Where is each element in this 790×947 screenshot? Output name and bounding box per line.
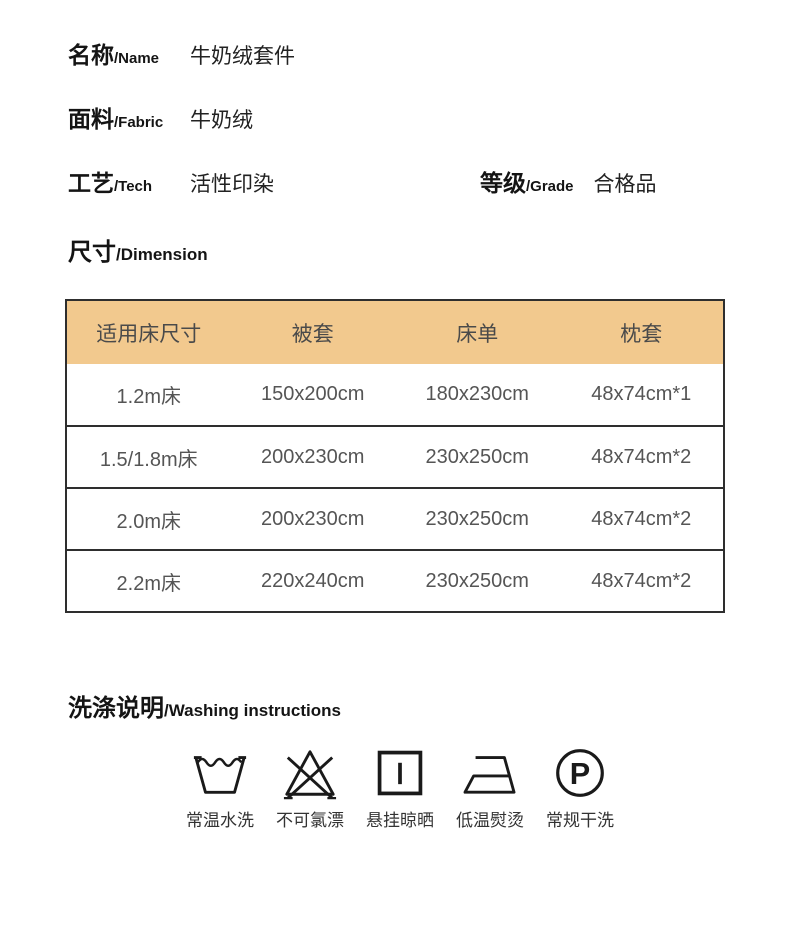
- spec-value-grade: 合格品: [593, 173, 657, 196]
- spec-row-fabric: 面料 /Fabric 牛奶绒: [68, 100, 253, 134]
- spec-value-name: 牛奶绒套件: [190, 45, 295, 68]
- spec-label-fabric-en: /Fabric: [114, 114, 164, 131]
- col-header-bed-sheet: 床单: [456, 322, 499, 346]
- wash-item-dry-clean: P 常规干洗: [542, 744, 618, 831]
- spec-row-grade: 等级 /Grade 合格品: [480, 164, 657, 198]
- spec-label-grade: 等级 /Grade: [480, 164, 574, 198]
- dry-clean-icon: P: [554, 744, 606, 802]
- cell-pillowcase: 48x74cm*2: [591, 507, 692, 530]
- cell-bed-sheet: 230x250cm: [425, 569, 529, 592]
- spec-label-tech: 工艺 /Tech: [68, 164, 190, 198]
- spec-row-name: 名称 /Name 牛奶绒套件: [68, 36, 295, 70]
- table-row: 2.0m床 200x230cm 230x250cm 48x74cm*2: [66, 488, 724, 550]
- size-table-header: 适用床尺寸 被套 床单 枕套: [66, 300, 724, 364]
- cell-bed-sheet: 230x250cm: [425, 445, 529, 468]
- wash-item-iron-low: 低温熨烫: [452, 744, 528, 831]
- cell-bed-size: 2.2m床: [116, 572, 181, 595]
- spec-row-tech: 工艺 /Tech 活性印染: [68, 164, 274, 198]
- cell-duvet-cover: 200x230cm: [261, 507, 365, 530]
- cell-bed-size: 2.0m床: [116, 510, 181, 533]
- wash-item-label: 低温熨烫: [456, 811, 524, 830]
- spec-label-grade-en: /Grade: [526, 178, 574, 195]
- cell-pillowcase: 48x74cm*1: [591, 383, 692, 405]
- wash-item-hang-dry: 悬挂晾晒: [362, 744, 438, 831]
- dimension-heading-cn: 尺寸: [68, 239, 116, 266]
- washtub-icon: [191, 744, 249, 802]
- col-header-pillowcase: 枕套: [620, 322, 663, 346]
- cell-bed-sheet: 230x250cm: [425, 507, 529, 530]
- spec-label-tech-en: /Tech: [114, 178, 153, 195]
- cell-duvet-cover: 200x230cm: [261, 445, 365, 468]
- table-row: 1.5/1.8m床 200x230cm 230x250cm 48x74cm*2: [66, 426, 724, 488]
- col-header-bed-size: 适用床尺寸: [96, 322, 202, 346]
- size-table: 适用床尺寸 被套 床单 枕套 1.2m床 150x200cm 180x230cm…: [65, 299, 725, 613]
- spec-value-fabric: 牛奶绒: [190, 109, 253, 132]
- no-bleach-icon: [281, 744, 339, 802]
- spec-label-grade-cn: 等级: [480, 170, 526, 196]
- wash-item-label: 常规干洗: [546, 811, 614, 830]
- iron-low-icon: [460, 744, 520, 802]
- spec-label-tech-cn: 工艺: [68, 170, 114, 196]
- wash-item-label: 悬挂晾晒: [366, 811, 434, 830]
- table-row: 1.2m床 150x200cm 180x230cm 48x74cm*1: [66, 364, 724, 426]
- washing-instructions-heading: 洗涤说明 /Washing instructions: [68, 688, 341, 723]
- table-row: 2.2m床 220x240cm 230x250cm 48x74cm*2: [66, 550, 724, 612]
- wash-item-label: 常温水洗: [186, 811, 254, 830]
- spec-label-name-en: /Name: [114, 50, 160, 67]
- spec-label-name: 名称 /Name: [68, 36, 190, 70]
- spec-label-fabric-cn: 面料: [68, 106, 114, 132]
- wash-item-label: 不可氯漂: [276, 811, 344, 830]
- wash-item-no-bleach: 不可氯漂: [272, 744, 348, 831]
- spec-value-tech: 活性印染: [190, 173, 274, 196]
- spec-label-fabric: 面料 /Fabric: [68, 100, 190, 134]
- cell-duvet-cover: 150x200cm: [261, 383, 365, 405]
- cell-pillowcase: 48x74cm*2: [591, 569, 692, 592]
- wash-item-normal-wash: 常温水洗: [182, 744, 258, 831]
- cell-bed-size: 1.5/1.8m床: [99, 448, 198, 471]
- spec-label-name-cn: 名称: [68, 42, 114, 68]
- cell-bed-size: 1.2m床: [116, 386, 181, 408]
- washing-heading-cn: 洗涤说明: [68, 695, 164, 722]
- cell-duvet-cover: 220x240cm: [261, 569, 365, 592]
- dimension-heading: 尺寸 /Dimension: [68, 232, 208, 267]
- col-header-duvet-cover: 被套: [291, 322, 334, 346]
- hang-dry-icon: [374, 744, 426, 802]
- cell-bed-sheet: 180x230cm: [425, 383, 529, 405]
- svg-text:P: P: [570, 757, 590, 791]
- washing-icons-row: 常温水洗 不可氯漂 悬挂晾晒: [182, 744, 618, 831]
- size-table-header-row: 适用床尺寸 被套 床单 枕套: [66, 300, 724, 364]
- washing-heading-en: /Washing instructions: [164, 701, 341, 720]
- cell-pillowcase: 48x74cm*2: [591, 445, 692, 468]
- dimension-heading-en: /Dimension: [116, 245, 208, 264]
